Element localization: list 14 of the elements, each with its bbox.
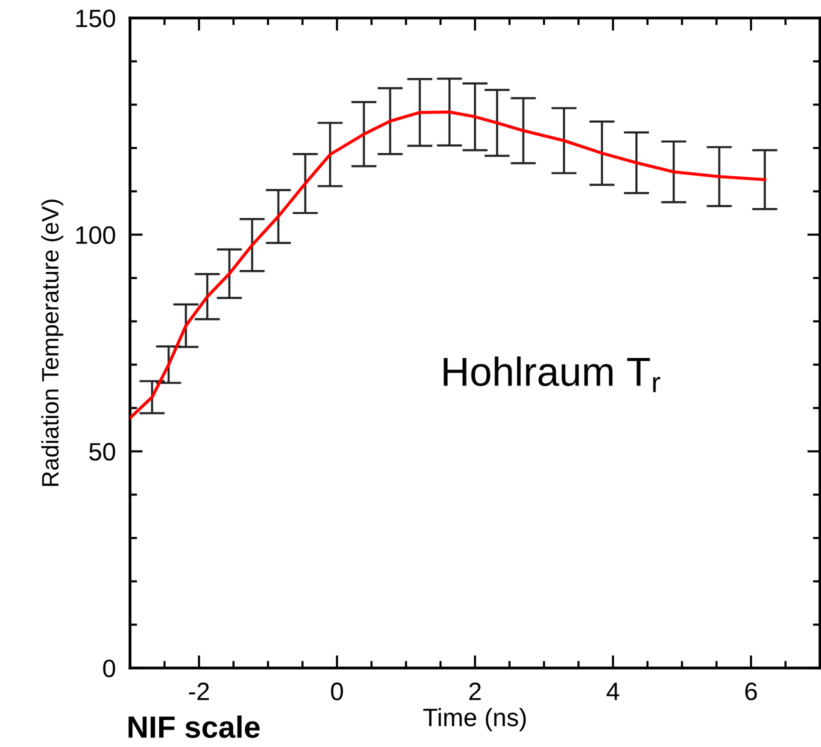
y-tick-label: 0 (103, 660, 116, 678)
text: NIF scale (128, 716, 260, 738)
y-axis-title: Radiation Temperature (eV) (41, 200, 64, 486)
x-axis-title: Time (ns) (423, 708, 526, 732)
x-tick-label: 2 (469, 682, 481, 700)
x-tick-label: -2 (188, 682, 209, 700)
y-tick-label: 150 (76, 10, 116, 28)
x-tick-label: 6 (745, 682, 757, 700)
line-series (130, 110, 766, 420)
x-tick-label: 0 (331, 682, 343, 700)
annotation: Hohlraum T$_{r}$ (444, 356, 660, 392)
y-tick-label: 50 (89, 442, 116, 461)
x-tick-label: 4 (606, 682, 620, 700)
y-tick-label: 100 (76, 226, 116, 244)
